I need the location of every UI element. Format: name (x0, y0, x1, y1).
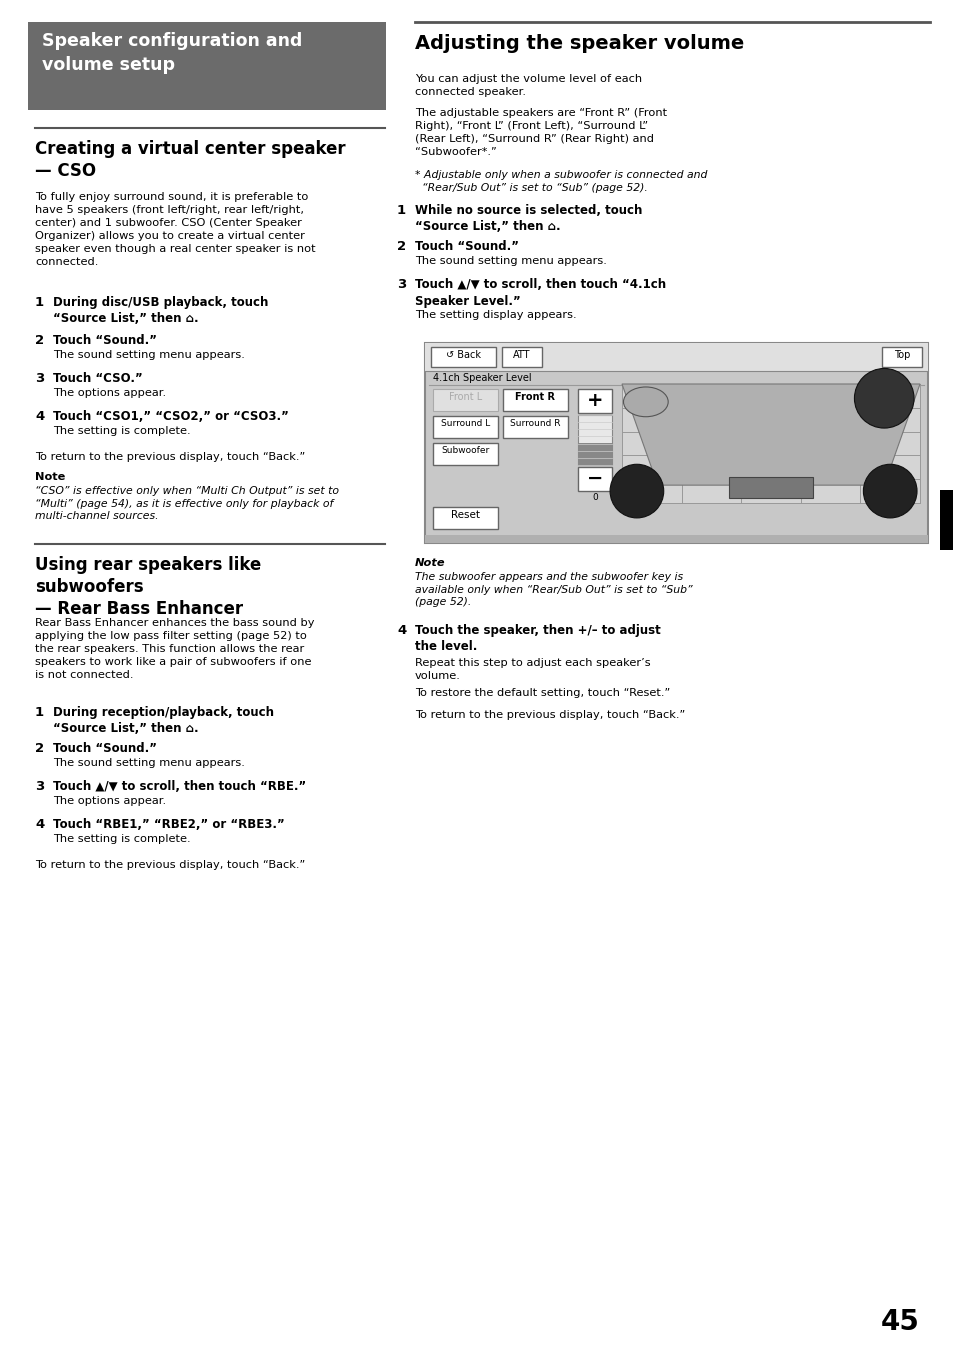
Bar (502, 416, 567, 438)
Text: To return to the previous display, touch “Back.”: To return to the previous display, touch… (415, 710, 684, 721)
Text: “CSO” is effective only when “Multi Ch Output” is set to
“Multi” (page 54), as i: “CSO” is effective only when “Multi Ch O… (35, 485, 338, 521)
Text: Surround L: Surround L (440, 419, 490, 429)
Bar (424, 343, 927, 370)
Bar (501, 347, 541, 366)
Bar (424, 343, 927, 544)
Ellipse shape (623, 387, 667, 416)
Text: Touch ▲/▼ to scroll, then touch “4.1ch
Speaker Level.”: Touch ▲/▼ to scroll, then touch “4.1ch S… (415, 279, 665, 307)
Text: 4.1ch Speaker Level: 4.1ch Speaker Level (433, 373, 531, 383)
Text: Touch “Sound.”: Touch “Sound.” (53, 334, 157, 347)
Bar (433, 389, 497, 411)
Text: The setting display appears.: The setting display appears. (415, 310, 576, 320)
Text: Touch “CSO1,” “CSO2,” or “CSO3.”: Touch “CSO1,” “CSO2,” or “CSO3.” (53, 410, 289, 423)
Text: To return to the previous display, touch “Back.”: To return to the previous display, touch… (35, 452, 305, 462)
Text: Rear Bass Enhancer enhances the bass sound by
applying the low pass filter setti: Rear Bass Enhancer enhances the bass sou… (35, 618, 314, 680)
Text: * Adjustable only when a subwoofer is connected and
  “Rear/Sub Out” is set to “: * Adjustable only when a subwoofer is co… (415, 170, 706, 192)
Text: 3: 3 (35, 372, 44, 385)
Bar (578, 442, 612, 465)
Text: Creating a virtual center speaker
— CSO: Creating a virtual center speaker — CSO (35, 141, 345, 180)
Text: 4: 4 (396, 625, 406, 637)
Text: To fully enjoy surround sound, it is preferable to
have 5 speakers (front left/r: To fully enjoy surround sound, it is pre… (35, 192, 315, 268)
Bar (578, 415, 612, 465)
Text: 1: 1 (35, 296, 44, 310)
Text: 2: 2 (35, 742, 44, 754)
Text: The setting is complete.: The setting is complete. (53, 834, 191, 844)
Circle shape (862, 464, 916, 518)
Text: To return to the previous display, touch “Back.”: To return to the previous display, touch… (35, 860, 305, 869)
Text: The sound setting menu appears.: The sound setting menu appears. (415, 256, 606, 266)
Text: Repeat this step to adjust each speaker’s
volume.: Repeat this step to adjust each speaker’… (415, 658, 650, 681)
Text: Touch ▲/▼ to scroll, then touch “RBE.”: Touch ▲/▼ to scroll, then touch “RBE.” (53, 780, 306, 794)
Text: +: + (586, 391, 602, 410)
Bar (578, 389, 612, 412)
Bar (621, 384, 919, 503)
Text: Speaker configuration and
volume setup: Speaker configuration and volume setup (42, 32, 302, 74)
Text: 3: 3 (396, 279, 406, 291)
Text: 2: 2 (396, 241, 406, 253)
Text: ↺ Back: ↺ Back (446, 350, 480, 360)
Text: Front L: Front L (449, 392, 481, 402)
Circle shape (609, 464, 663, 518)
Bar (433, 443, 497, 465)
Text: The options appear.: The options appear. (53, 388, 166, 397)
Text: Adjusting the speaker volume: Adjusting the speaker volume (415, 34, 743, 53)
Bar (728, 477, 812, 499)
Text: Touch the speaker, then +/– to adjust
the level.: Touch the speaker, then +/– to adjust th… (415, 625, 660, 653)
Text: Surround R: Surround R (510, 419, 560, 429)
Text: Front R: Front R (515, 392, 555, 402)
Text: Touch “Sound.”: Touch “Sound.” (415, 241, 518, 253)
Text: The sound setting menu appears.: The sound setting menu appears. (53, 758, 245, 768)
Text: Subwoofer: Subwoofer (441, 446, 489, 456)
Text: 4: 4 (35, 410, 44, 423)
Bar (28, 22, 386, 110)
Text: 4: 4 (35, 818, 44, 831)
Text: During disc/USB playback, touch
“Source List,” then ⌂.: During disc/USB playback, touch “Source … (53, 296, 268, 326)
Bar (578, 466, 612, 491)
Text: Touch “Sound.”: Touch “Sound.” (53, 742, 157, 754)
Bar (882, 347, 921, 366)
Text: You can adjust the volume level of each
connected speaker.: You can adjust the volume level of each … (415, 74, 641, 97)
Polygon shape (621, 384, 919, 485)
Text: 45: 45 (881, 1307, 919, 1336)
Text: Touch “RBE1,” “RBE2,” or “RBE3.”: Touch “RBE1,” “RBE2,” or “RBE3.” (53, 818, 284, 831)
Text: To restore the default setting, touch “Reset.”: To restore the default setting, touch “R… (415, 688, 670, 698)
Text: 3: 3 (35, 780, 44, 794)
Bar (424, 535, 927, 544)
Text: The sound setting menu appears.: The sound setting menu appears. (53, 350, 245, 360)
Text: 0: 0 (592, 493, 598, 502)
Text: While no source is selected, touch
“Source List,” then ⌂.: While no source is selected, touch “Sour… (415, 204, 641, 234)
Text: During reception/playback, touch
“Source List,” then ⌂.: During reception/playback, touch “Source… (53, 706, 274, 735)
Text: Note: Note (35, 472, 66, 483)
Text: Reset: Reset (451, 510, 479, 521)
Text: The adjustable speakers are “Front R” (Front
Right), “Front L” (Front Left), “Su: The adjustable speakers are “Front R” (F… (415, 108, 666, 157)
Text: ATT: ATT (513, 350, 530, 360)
Text: The options appear.: The options appear. (53, 796, 166, 806)
Text: 2: 2 (35, 334, 44, 347)
Circle shape (854, 369, 913, 429)
Text: 1: 1 (396, 204, 406, 218)
Bar (433, 416, 497, 438)
Bar (939, 489, 953, 550)
Text: 1: 1 (35, 706, 44, 719)
Text: The subwoofer appears and the subwoofer key is
available only when “Rear/Sub Out: The subwoofer appears and the subwoofer … (415, 572, 692, 607)
Text: Touch “CSO.”: Touch “CSO.” (53, 372, 143, 385)
Text: The setting is complete.: The setting is complete. (53, 426, 191, 435)
Text: −: − (586, 469, 602, 488)
Bar (502, 389, 567, 411)
Text: Using rear speakers like
subwoofers
— Rear Bass Enhancer: Using rear speakers like subwoofers — Re… (35, 556, 261, 618)
Text: Note: Note (415, 558, 445, 568)
Bar (431, 347, 496, 366)
Text: Top: Top (893, 350, 909, 360)
Bar (433, 507, 497, 529)
